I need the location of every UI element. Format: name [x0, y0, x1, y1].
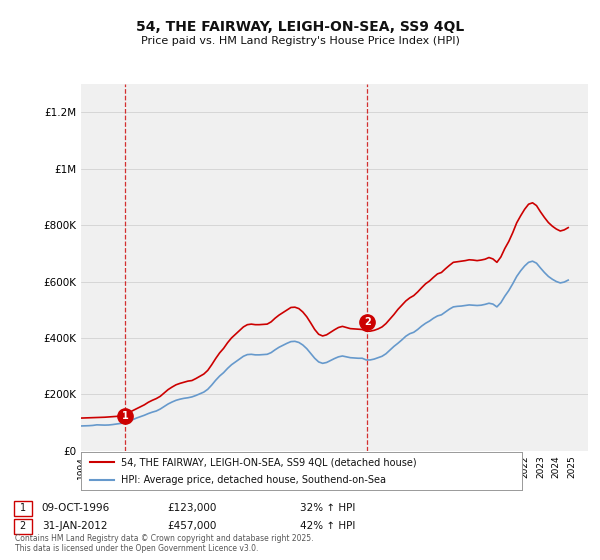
Text: 1: 1 — [122, 411, 128, 421]
Text: Contains HM Land Registry data © Crown copyright and database right 2025.
This d: Contains HM Land Registry data © Crown c… — [15, 534, 314, 553]
Text: 2: 2 — [364, 317, 371, 327]
Text: £457,000: £457,000 — [167, 521, 217, 531]
Text: 54, THE FAIRWAY, LEIGH-ON-SEA, SS9 4QL (detached house): 54, THE FAIRWAY, LEIGH-ON-SEA, SS9 4QL (… — [121, 457, 416, 467]
Text: 1: 1 — [20, 503, 26, 514]
FancyBboxPatch shape — [14, 519, 32, 534]
FancyBboxPatch shape — [14, 501, 32, 516]
Text: 32% ↑ HPI: 32% ↑ HPI — [300, 503, 355, 514]
Text: 42% ↑ HPI: 42% ↑ HPI — [300, 521, 355, 531]
Text: HPI: Average price, detached house, Southend-on-Sea: HPI: Average price, detached house, Sout… — [121, 475, 386, 485]
Text: £123,000: £123,000 — [167, 503, 217, 514]
Text: 31-JAN-2012: 31-JAN-2012 — [42, 521, 108, 531]
Text: 2: 2 — [20, 521, 26, 531]
Text: 09-OCT-1996: 09-OCT-1996 — [41, 503, 109, 514]
Text: Price paid vs. HM Land Registry's House Price Index (HPI): Price paid vs. HM Land Registry's House … — [140, 36, 460, 46]
Text: 54, THE FAIRWAY, LEIGH-ON-SEA, SS9 4QL: 54, THE FAIRWAY, LEIGH-ON-SEA, SS9 4QL — [136, 20, 464, 34]
